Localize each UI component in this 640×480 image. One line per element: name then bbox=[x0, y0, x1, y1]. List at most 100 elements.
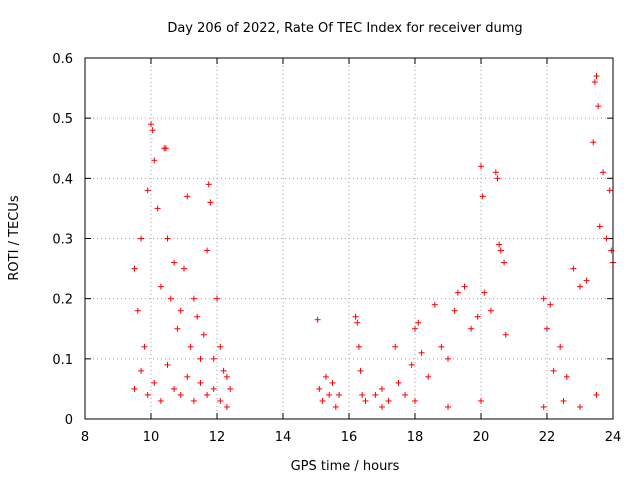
data-point bbox=[205, 181, 212, 188]
data-point bbox=[412, 397, 418, 404]
data-point bbox=[329, 379, 336, 386]
data-point bbox=[408, 361, 415, 368]
data-point bbox=[181, 265, 187, 272]
data-point bbox=[197, 379, 204, 386]
data-point bbox=[372, 391, 379, 398]
data-point bbox=[131, 265, 138, 272]
data-point bbox=[200, 331, 207, 338]
data-point bbox=[210, 355, 217, 362]
axis-ticks: 8 10 12 14 16 18 20 22 24 0 0.1 0.2 0.3 0.4 0.5 0.6 bbox=[52, 52, 621, 445]
data-point bbox=[184, 193, 191, 200]
data-point bbox=[474, 313, 481, 320]
data-point bbox=[557, 343, 564, 350]
data-point bbox=[184, 373, 191, 380]
x-axis-label: GPS time / hours bbox=[291, 459, 400, 474]
data-point bbox=[362, 397, 369, 404]
data-point bbox=[171, 385, 178, 392]
data-point bbox=[595, 103, 602, 110]
data-point bbox=[412, 325, 418, 332]
data-point bbox=[164, 235, 171, 242]
data-point bbox=[600, 169, 607, 176]
data-point bbox=[445, 403, 451, 410]
data-point bbox=[492, 169, 499, 176]
data-point bbox=[540, 403, 547, 410]
data-point bbox=[425, 373, 432, 380]
y-tick-label: 0.3 bbox=[52, 233, 73, 248]
data-point bbox=[355, 343, 362, 350]
plot-frame bbox=[84, 57, 614, 420]
x-tick-label: 18 bbox=[407, 430, 424, 445]
y-tick-label: 0.5 bbox=[52, 112, 73, 127]
data-point bbox=[314, 316, 321, 323]
y-tick-label: 0.2 bbox=[52, 293, 73, 308]
data-point bbox=[418, 349, 425, 356]
y-tick-label: 0.6 bbox=[52, 52, 73, 67]
data-point bbox=[591, 79, 598, 86]
data-point bbox=[190, 397, 197, 404]
data-point bbox=[174, 325, 181, 332]
y-axis-label: ROTI / TECUs bbox=[7, 195, 22, 280]
data-point bbox=[187, 343, 194, 350]
x-tick-label: 12 bbox=[209, 430, 226, 445]
data-point bbox=[223, 373, 230, 380]
chart-title: Day 206 of 2022, Rate Of TEC Index for r… bbox=[167, 21, 522, 36]
data-point bbox=[606, 187, 613, 194]
x-tick-label: 16 bbox=[341, 430, 358, 445]
x-tick-label: 24 bbox=[605, 430, 622, 445]
data-point bbox=[496, 241, 503, 248]
data-point bbox=[593, 391, 600, 398]
data-point bbox=[454, 289, 461, 296]
data-point bbox=[560, 397, 567, 404]
data-point bbox=[379, 403, 385, 410]
x-tick-label: 22 bbox=[539, 430, 556, 445]
data-point bbox=[550, 367, 557, 374]
data-point bbox=[138, 367, 145, 374]
data-point bbox=[544, 325, 550, 332]
data-point bbox=[162, 145, 169, 152]
data-point bbox=[148, 121, 154, 128]
data-point bbox=[214, 295, 220, 302]
data-point bbox=[596, 223, 603, 230]
data-point bbox=[322, 373, 329, 380]
data-point bbox=[570, 265, 577, 272]
data-point bbox=[157, 397, 164, 404]
x-tick-label: 10 bbox=[143, 430, 160, 445]
data-point bbox=[438, 343, 445, 350]
data-point bbox=[385, 397, 392, 404]
data-point bbox=[151, 379, 158, 386]
data-point bbox=[227, 385, 234, 392]
data-point bbox=[395, 379, 402, 386]
data-point bbox=[190, 295, 197, 302]
data-point bbox=[577, 403, 583, 410]
data-point bbox=[593, 73, 600, 80]
data-point bbox=[481, 289, 488, 296]
y-tick-label: 0.1 bbox=[52, 353, 73, 368]
data-point bbox=[164, 361, 171, 368]
data-point bbox=[177, 307, 184, 314]
data-point bbox=[468, 325, 475, 332]
data-point bbox=[157, 283, 164, 290]
data-point bbox=[357, 367, 364, 374]
data-point bbox=[149, 127, 156, 134]
data-point bbox=[144, 187, 151, 194]
data-point bbox=[144, 391, 151, 398]
data-point bbox=[197, 355, 204, 362]
data-point bbox=[217, 343, 224, 350]
data-point bbox=[479, 193, 486, 200]
data-point bbox=[217, 397, 224, 404]
data-point bbox=[316, 385, 323, 392]
data-point bbox=[451, 307, 458, 314]
data-point bbox=[204, 391, 211, 398]
data-point bbox=[354, 319, 361, 326]
data-point bbox=[359, 391, 366, 398]
data-point bbox=[171, 259, 178, 266]
data-point bbox=[445, 355, 451, 362]
data-points bbox=[131, 73, 616, 410]
data-point bbox=[134, 307, 141, 314]
y-tick-label: 0.4 bbox=[52, 172, 73, 187]
data-point bbox=[177, 391, 184, 398]
x-tick-label: 20 bbox=[473, 430, 490, 445]
data-point bbox=[540, 295, 547, 302]
data-point bbox=[220, 367, 227, 374]
